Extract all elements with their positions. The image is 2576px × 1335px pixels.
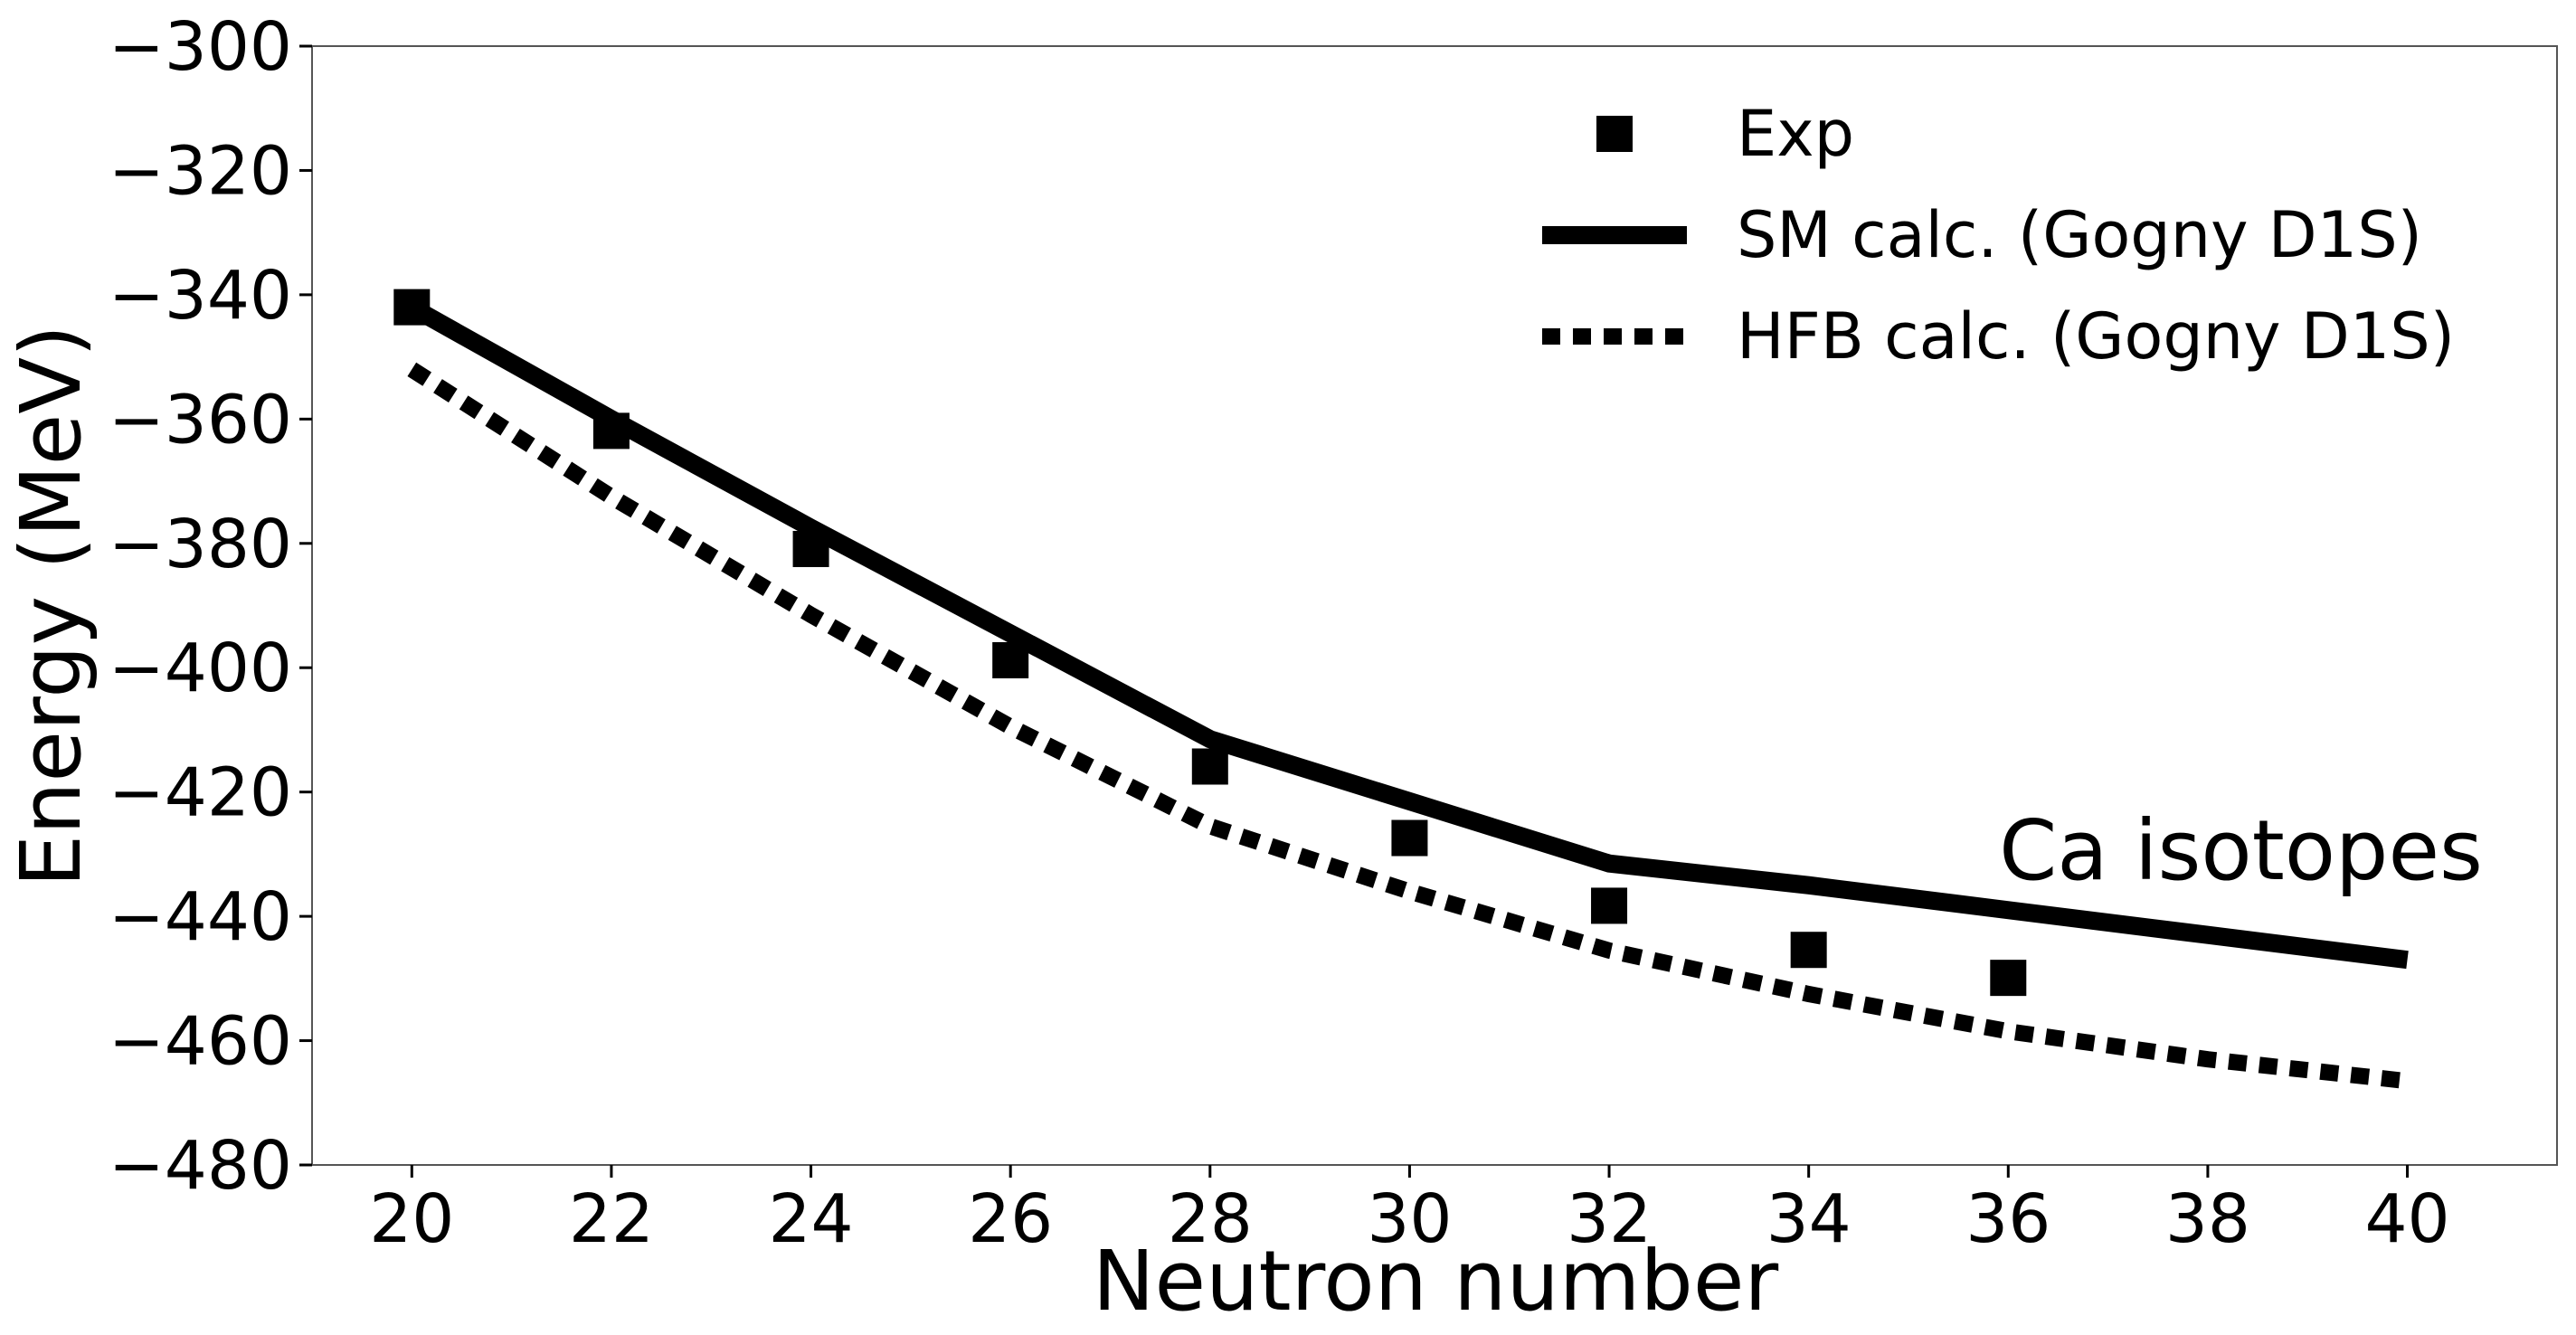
y-tick-label: −420 xyxy=(109,754,292,832)
x-tick-label: 38 xyxy=(2165,1180,2250,1258)
x-tick-label: 22 xyxy=(569,1180,654,1258)
series-line-sm-calc-gogny-d1s xyxy=(407,298,2409,970)
exp-data-point xyxy=(992,641,1029,678)
x-tick-label: 24 xyxy=(768,1180,853,1258)
exp-data-point xyxy=(1591,887,1628,924)
x-tick-label: 34 xyxy=(1766,1180,1852,1258)
x-tick-label: 26 xyxy=(968,1180,1053,1258)
exp-data-point xyxy=(1790,932,1827,969)
exp-data-point xyxy=(792,530,829,567)
x-axis-ticks: 20 22 24 26 28 30 32 34 36 38 40 xyxy=(369,1165,2450,1258)
x-axis-title: Neutron number xyxy=(1093,1233,1779,1330)
y-tick-label: −360 xyxy=(109,381,292,459)
plot-area-frame xyxy=(311,45,2558,1166)
y-tick-label: −460 xyxy=(109,1003,292,1081)
legend-label-sm-calc-gogny-d1s: SM calc. (Gogny D1S) xyxy=(1737,198,2422,272)
legend-marker-exp xyxy=(1596,116,1633,152)
legend-label-hfb-calc-gogny-d1s: HFB calc. (Gogny D1S) xyxy=(1737,299,2455,374)
x-tick-label: 28 xyxy=(1168,1180,1253,1258)
exp-data-point xyxy=(1191,748,1228,785)
y-tick-label: −480 xyxy=(109,1127,292,1205)
x-tick-label: 40 xyxy=(2364,1180,2449,1258)
x-tick-label: 32 xyxy=(1567,1180,1652,1258)
x-tick-label: 20 xyxy=(369,1180,454,1258)
exp-data-point xyxy=(393,289,431,326)
y-axis-ticks: −300 −320 −340 −360 −380 −400 −420 −440 −460 −480 xyxy=(109,8,312,1205)
x-tick-label: 30 xyxy=(1367,1180,1452,1258)
y-tick-label: −320 xyxy=(109,132,292,210)
annotation-ca-isotopes: Ca isotopes xyxy=(1999,802,2483,899)
y-tick-label: −380 xyxy=(109,506,292,583)
y-tick-label: −440 xyxy=(109,878,292,956)
x-tick-label: 36 xyxy=(1965,1180,2050,1258)
y-tick-label: −300 xyxy=(109,8,292,86)
legend: Exp SM calc. (Gogny D1S) HFB calc. (Gogny … xyxy=(1542,97,2455,374)
series-layer xyxy=(393,289,2409,1090)
y-axis-title: Energy (MeV) xyxy=(3,325,99,887)
y-tick-label: −400 xyxy=(109,630,292,707)
exp-data-point xyxy=(592,412,630,450)
exp-data-point xyxy=(1391,819,1428,857)
y-tick-label: −340 xyxy=(109,257,292,335)
legend-label-exp: Exp xyxy=(1737,97,1854,171)
exp-data-point xyxy=(1990,960,2027,997)
